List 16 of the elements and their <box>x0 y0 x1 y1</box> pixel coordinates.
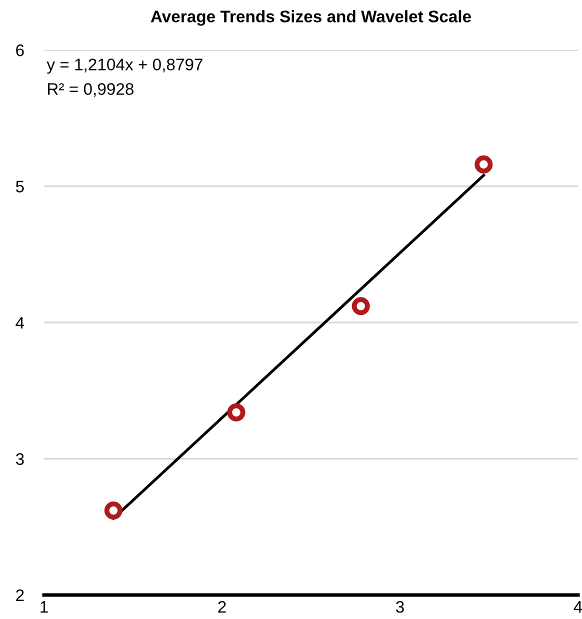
y-tick-label: 5 <box>16 180 24 192</box>
point <box>227 403 246 422</box>
chart-title: Average Trends Sizes and Wavelet Scale <box>150 10 472 26</box>
annotation: y = 1,2104x + 0,8797 <box>46 58 202 74</box>
x-tick-label: 4 <box>574 601 582 613</box>
annotation: R² = 0,9928 <box>48 83 134 97</box>
y-tick-label: 4 <box>16 317 24 329</box>
y-tick-label: 3 <box>16 453 24 465</box>
x-tick-label: 1 <box>40 601 48 613</box>
point <box>474 155 493 174</box>
y-tick-label: 6 <box>16 44 24 56</box>
x-tick-label: 3 <box>396 600 404 613</box>
x-tick-label: 2 <box>218 600 226 613</box>
point <box>104 502 122 520</box>
y-tick-label: 2 <box>16 589 24 602</box>
point <box>352 297 370 316</box>
